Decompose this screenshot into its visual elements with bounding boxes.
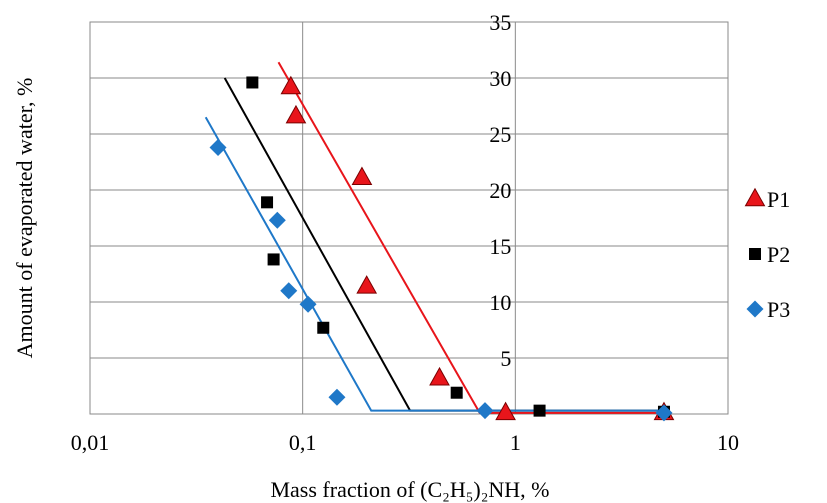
- x-tick-label: 1: [510, 430, 521, 455]
- data-point-p2: [261, 196, 274, 209]
- y-tick-label: 25: [489, 122, 511, 147]
- plot-border: [89, 21, 729, 415]
- data-point-p1: [429, 366, 450, 386]
- x-axis-title: Mass fraction of (C₂H₅)₂NH, %: [270, 477, 549, 502]
- y-tick-label: 5: [500, 346, 511, 371]
- legend-label: P1: [767, 187, 790, 212]
- data-points: [209, 75, 675, 422]
- y-axis-title: Amount of evaporated water, %: [12, 78, 37, 359]
- data-point-p3: [655, 404, 673, 422]
- trend-line-p3: [204, 116, 664, 412]
- legend-marker-p1: [744, 187, 766, 207]
- legend-item-p2: P2: [749, 242, 790, 267]
- x-tick-label: 10: [717, 430, 739, 455]
- y-tick-label: 35: [489, 10, 511, 35]
- data-point-p1: [285, 104, 307, 124]
- legend-item-p1: P1: [744, 187, 790, 212]
- y-tick-label: 20: [489, 178, 511, 203]
- data-point-p3: [209, 138, 227, 156]
- legend-item-p3: P3: [746, 297, 790, 322]
- tick-labels: 0,01 0,1 1 10 5 10 15 20 25 30 35: [71, 10, 739, 455]
- data-point-p3: [328, 388, 346, 406]
- legend-marker-p3: [746, 300, 764, 318]
- data-point-p1: [351, 166, 373, 185]
- x-tick-label: 0,01: [71, 430, 110, 455]
- y-tick-label: 30: [489, 66, 511, 91]
- data-point-p3: [280, 282, 298, 300]
- data-point-p2: [246, 76, 259, 89]
- legend: P1 P2 P3: [744, 187, 790, 322]
- plot-area: [90, 22, 728, 414]
- data-point-p2: [533, 404, 546, 417]
- data-point-p3: [476, 402, 494, 420]
- data-point-p1: [495, 401, 516, 421]
- legend-label: P2: [767, 242, 790, 267]
- data-point-p2: [267, 253, 280, 266]
- data-point-p1: [356, 275, 378, 294]
- data-point-p3: [299, 295, 317, 313]
- y-tick-label: 10: [489, 290, 511, 315]
- data-point-p2: [317, 321, 330, 334]
- data-point-p1: [280, 75, 302, 95]
- legend-marker-p2: [749, 248, 761, 260]
- data-point-p3: [268, 211, 286, 229]
- x-tick-label: 0,1: [289, 430, 317, 455]
- y-tick-label: 15: [489, 234, 511, 259]
- legend-label: P3: [767, 297, 790, 322]
- data-point-p2: [450, 386, 463, 399]
